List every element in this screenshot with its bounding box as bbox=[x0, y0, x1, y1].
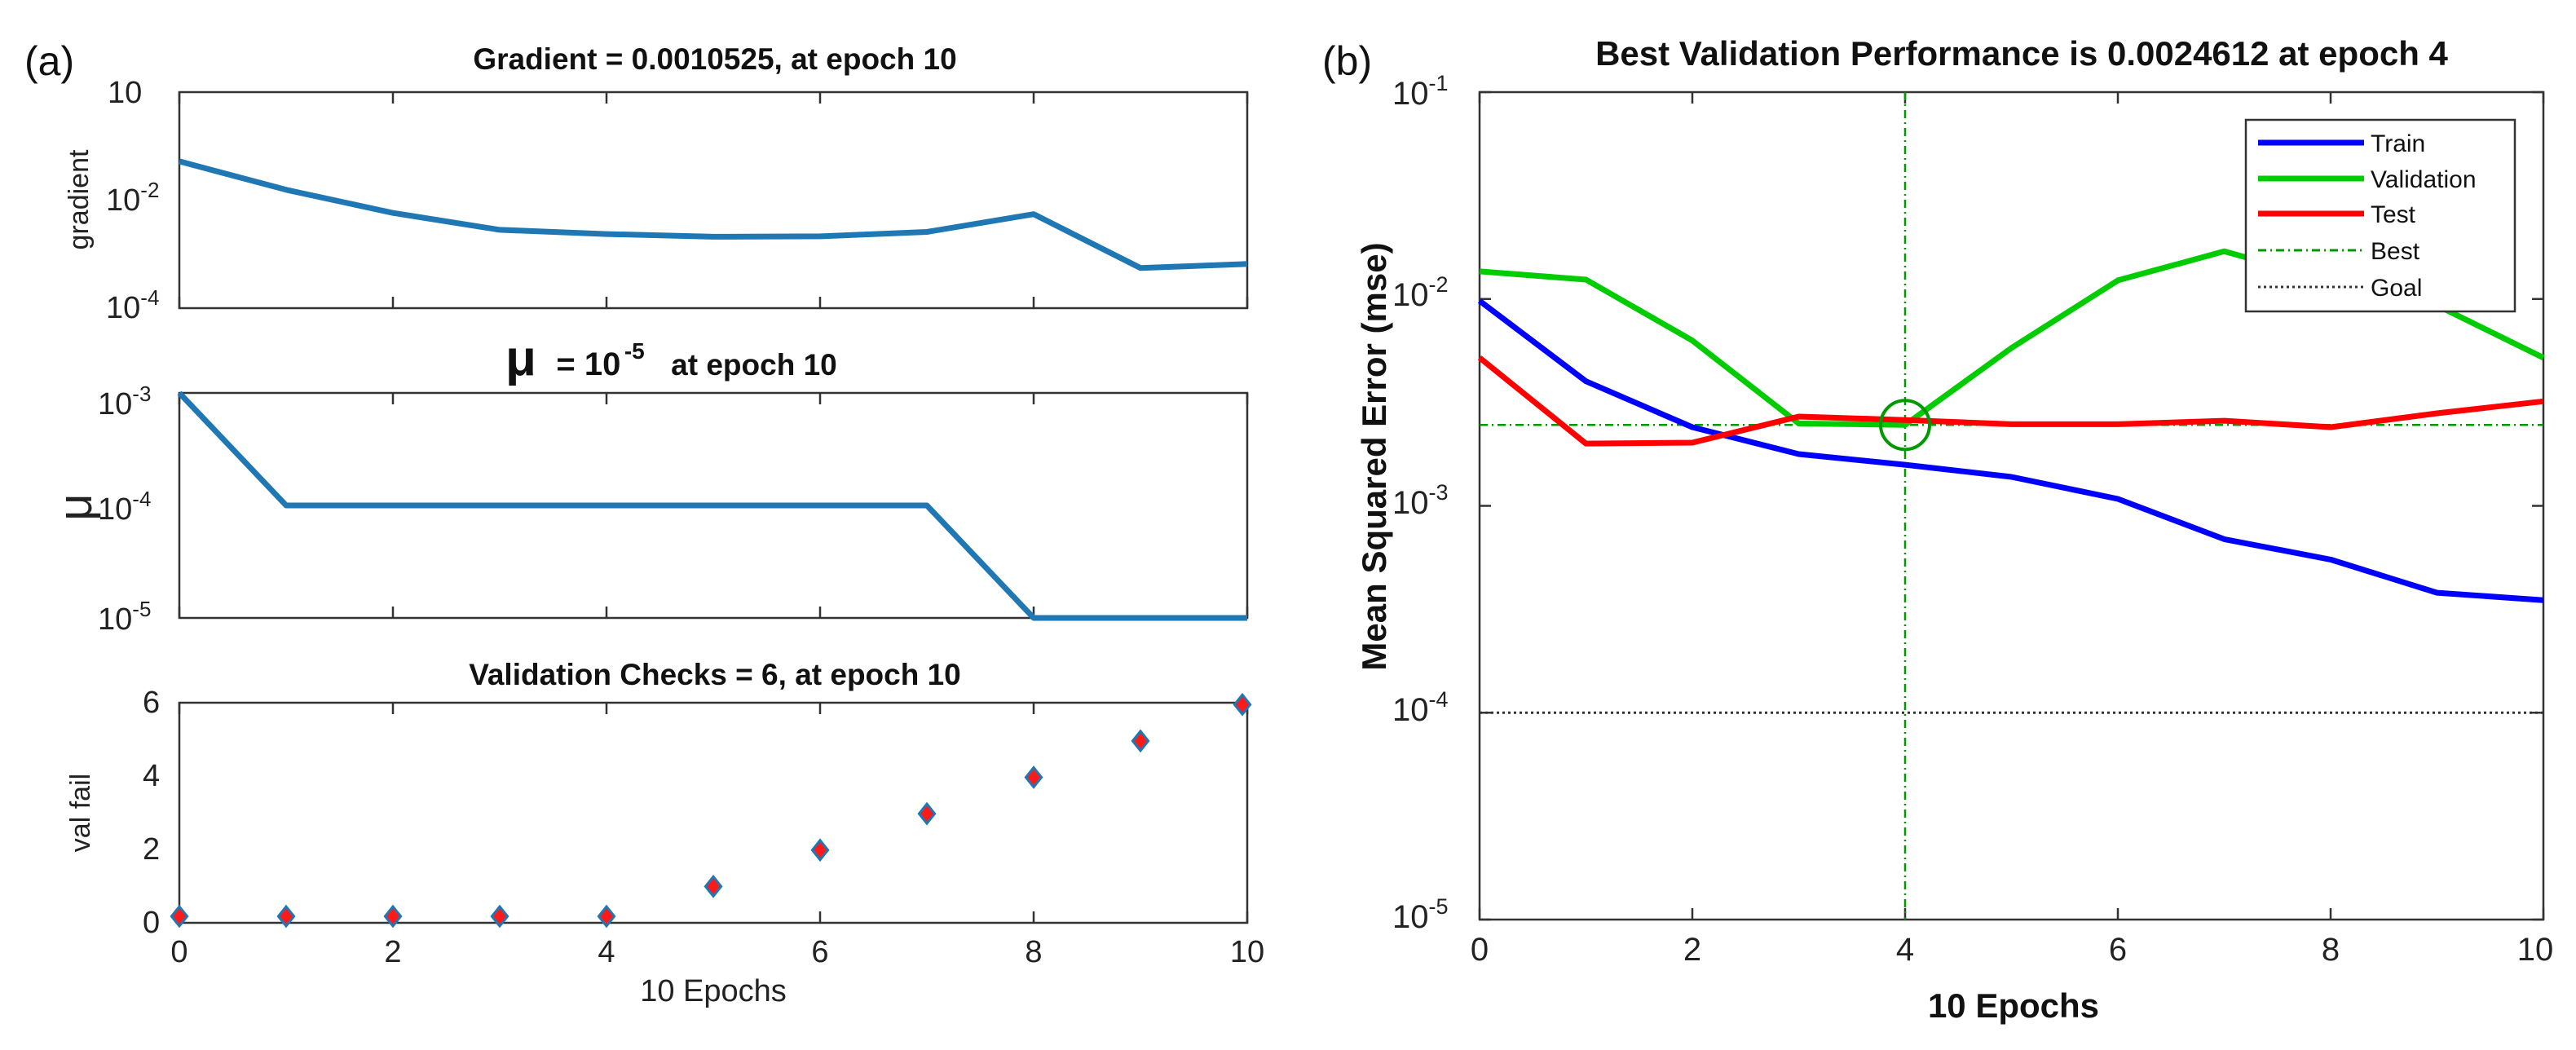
gradient-subplot: Gradient = 0.0010525, at epoch 10 10 10-… bbox=[64, 42, 1249, 325]
valfail-ylabel: val fail bbox=[65, 774, 96, 852]
perf-xtick-1: 2 bbox=[1683, 932, 1701, 968]
performance-subplot: Best Validation Performance is 0.0024612… bbox=[1355, 34, 2553, 1025]
valfail-marker-5 bbox=[704, 874, 723, 898]
perf-xtick-5: 10 bbox=[2517, 932, 2554, 968]
gradient-ytick-1: 10-2 bbox=[106, 178, 159, 218]
valfail-ytick-2: 4 bbox=[143, 759, 160, 793]
train-series-line bbox=[1477, 298, 2544, 603]
valfail-marker-10 bbox=[1233, 692, 1252, 717]
valfail-xtick-2: 4 bbox=[598, 935, 615, 969]
performance-ylabel: Mean Squared Error (mse) bbox=[1355, 242, 1393, 670]
legend-label-test: Test bbox=[2371, 201, 2416, 228]
perf-xtick-3: 6 bbox=[2109, 932, 2127, 968]
valfail-marker-8 bbox=[1024, 765, 1043, 789]
valfail-marker-4 bbox=[597, 904, 616, 929]
gradient-title: Gradient = 0.0010525, at epoch 10 bbox=[473, 42, 956, 76]
mu-title: μ = 10 -5 at epoch 10 bbox=[505, 330, 837, 386]
mu-title-symbol: μ bbox=[505, 330, 536, 386]
valfail-marker-9 bbox=[1131, 729, 1150, 753]
mu-ytick-1: 10-4 bbox=[98, 487, 151, 527]
valfail-marker-6 bbox=[810, 838, 830, 862]
gradient-ylabel: gradient bbox=[64, 149, 95, 249]
valfail-xtick-5: 10 bbox=[1230, 935, 1264, 969]
performance-xlabel: 10 Epochs bbox=[1928, 986, 2099, 1025]
perf-ytick-4: 10-5 bbox=[1392, 894, 1449, 935]
mu-series-line bbox=[177, 390, 1247, 621]
valfail-xtick-3: 6 bbox=[811, 935, 828, 969]
legend-label-validation: Validation bbox=[2371, 166, 2477, 193]
legend-label-train: Train bbox=[2371, 130, 2425, 157]
valfail-subplot: Validation Checks = 6, at epoch 10 0 2 4… bbox=[65, 658, 1264, 1008]
valfail-marker-3 bbox=[490, 904, 509, 929]
perf-xtick-4: 8 bbox=[2322, 932, 2340, 968]
perf-ytick-1: 10-2 bbox=[1392, 272, 1449, 313]
mu-ytick-2: 10-5 bbox=[98, 597, 151, 637]
legend-label-goal: Goal bbox=[2371, 275, 2422, 302]
gradient-axes bbox=[178, 90, 1249, 310]
mu-title-middle: = 10 bbox=[556, 346, 620, 382]
panel-label-a: (a) bbox=[24, 38, 74, 84]
perf-ytick-3: 10-4 bbox=[1392, 687, 1449, 728]
test-series-line bbox=[1477, 355, 2544, 447]
legend-label-best: Best bbox=[2371, 238, 2420, 265]
gradient-ytick-2: 10-4 bbox=[106, 285, 159, 325]
valfail-xlabel: 10 Epochs bbox=[640, 974, 787, 1008]
valfail-marker-2 bbox=[383, 904, 403, 929]
mu-subplot: μ = 10 -5 at epoch 10 10-3 10-4 10-5 μ bbox=[49, 330, 1249, 637]
perf-xtick-0: 0 bbox=[1471, 932, 1489, 968]
valfail-marker-1 bbox=[276, 904, 296, 929]
valfail-ytick-3: 6 bbox=[143, 686, 160, 720]
valfail-xtick-0: 0 bbox=[170, 935, 187, 969]
valfail-xtick-4: 8 bbox=[1025, 935, 1042, 969]
perf-ytick-0: 10-1 bbox=[1392, 71, 1449, 112]
mu-ytick-0: 10-3 bbox=[98, 382, 151, 421]
panel-label-b: (b) bbox=[1322, 38, 1372, 84]
best-marker-circle bbox=[1879, 399, 1931, 452]
perf-ytick-2: 10-3 bbox=[1392, 480, 1449, 521]
performance-legend: Train Validation Test Best Goal bbox=[2244, 118, 2516, 313]
valfail-axes bbox=[178, 701, 1249, 924]
mu-title-exp: -5 bbox=[624, 338, 645, 364]
gradient-ytick-0: 10 bbox=[108, 76, 142, 110]
valfail-xtick-1: 2 bbox=[384, 935, 401, 969]
perf-xtick-2: 4 bbox=[1896, 932, 1914, 968]
valfail-title: Validation Checks = 6, at epoch 10 bbox=[469, 658, 961, 691]
performance-title: Best Validation Performance is 0.0024612… bbox=[1595, 34, 2448, 73]
valfail-marker-7 bbox=[917, 801, 937, 826]
mu-ylabel: μ bbox=[49, 493, 102, 520]
mu-axes bbox=[178, 391, 1249, 620]
valfail-ytick-1: 2 bbox=[143, 832, 160, 867]
valfail-ytick-0: 0 bbox=[143, 906, 160, 940]
valfail-marker-0 bbox=[170, 904, 189, 929]
mu-title-suffix: at epoch 10 bbox=[671, 348, 837, 382]
gradient-series-line bbox=[179, 158, 1248, 271]
